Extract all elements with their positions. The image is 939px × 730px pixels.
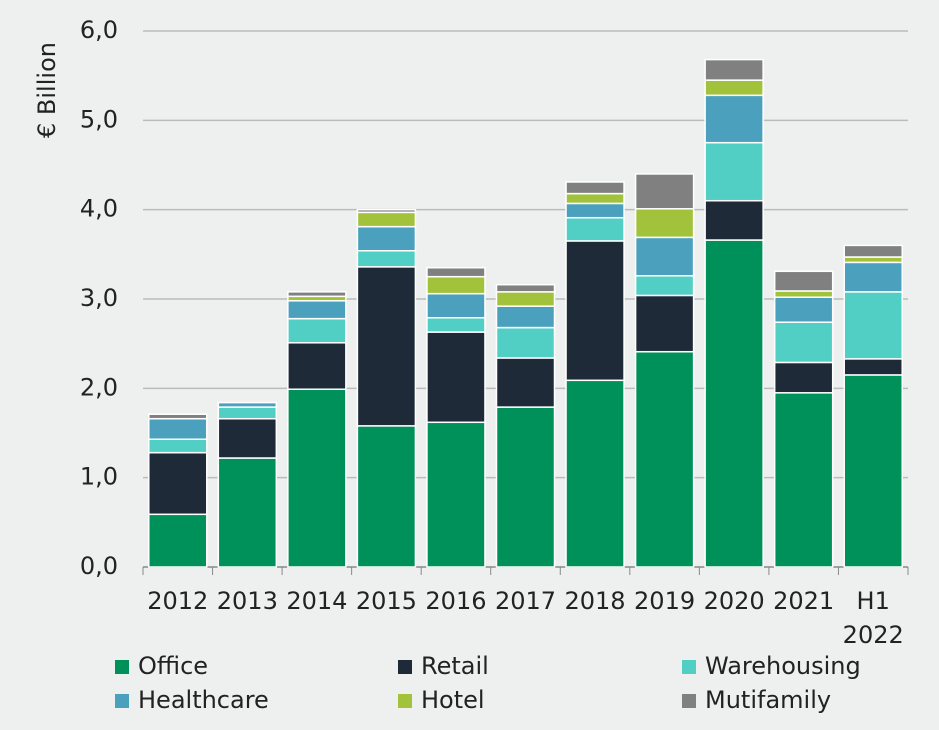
y-tick-label: 1,0 <box>80 463 118 491</box>
bar-segment <box>634 350 695 568</box>
y-axis-label: € Billion <box>33 42 61 138</box>
bar-segment <box>565 202 625 219</box>
bar-segment <box>634 236 695 277</box>
bar-segment <box>287 317 347 344</box>
y-tick-label: 5,0 <box>80 105 118 133</box>
bar-segment <box>426 275 486 295</box>
bar-segment <box>356 425 417 568</box>
legend-label: Warehousing <box>705 652 861 680</box>
bar-segment <box>148 413 208 420</box>
y-tick-label: 0,0 <box>80 552 118 580</box>
bar-segment <box>148 451 208 516</box>
legend-label: Retail <box>421 652 489 680</box>
bar-segment <box>634 294 695 353</box>
x-tick-label: 2020 <box>703 587 765 615</box>
bar-segment <box>773 290 834 298</box>
bar-segment <box>843 261 903 293</box>
legend-label: Office <box>138 652 208 680</box>
bar-segment <box>704 199 764 241</box>
bar-segment <box>704 239 764 568</box>
bar-segment <box>495 406 556 568</box>
bar-segment <box>773 296 834 323</box>
bar-segment <box>565 379 625 568</box>
x-tick-label: 2017 <box>494 587 557 615</box>
bar-segment <box>287 388 347 568</box>
bar-segment <box>843 256 903 264</box>
legend-swatch <box>398 660 412 674</box>
legend-label: Hotel <box>421 686 485 714</box>
x-tick-label: 2012 <box>147 587 209 615</box>
bar-segment <box>704 79 764 97</box>
bar-segment <box>843 244 903 258</box>
bar-segment <box>217 401 278 408</box>
bar-segment <box>704 141 764 202</box>
bar-segment <box>426 331 486 424</box>
bar-segment <box>426 292 486 319</box>
bar-segment <box>356 250 417 268</box>
bar-segment <box>217 406 278 420</box>
bar-segment <box>287 291 347 298</box>
bar-segment <box>217 457 278 568</box>
bar-segment <box>495 305 556 329</box>
bar-segment <box>773 361 834 394</box>
bar-segment <box>287 342 347 390</box>
bar-segment <box>356 208 417 214</box>
bar-segment <box>773 392 834 568</box>
x-tick-label: 2015 <box>355 587 417 615</box>
bar-segment <box>148 417 208 441</box>
bar-segment <box>426 317 486 333</box>
y-tick-label: 2,0 <box>80 373 118 401</box>
bar-segment <box>148 513 208 568</box>
bar-segment <box>634 208 695 239</box>
bar-segment <box>773 270 834 292</box>
bar-segment <box>287 300 347 320</box>
bar-segment <box>634 173 695 210</box>
y-tick-label: 3,0 <box>80 284 118 312</box>
legend-swatch <box>115 694 129 708</box>
bar-segment <box>356 211 417 228</box>
x-tick-label: 2019 <box>634 587 696 615</box>
x-tick-label: 2013 <box>216 587 278 615</box>
legend-swatch <box>115 660 129 674</box>
bar-segment <box>217 417 278 459</box>
x-tick-label: H1 2022 <box>842 587 904 649</box>
x-tick-label: 2016 <box>425 587 487 615</box>
bar-segment <box>565 216 625 242</box>
legend-swatch <box>682 660 696 674</box>
legend-swatch <box>398 694 412 708</box>
bar-segment <box>356 225 417 252</box>
x-tick-label: 2014 <box>286 587 348 615</box>
bar-segment <box>565 181 625 195</box>
legend-swatch <box>682 694 696 708</box>
y-tick-label: 4,0 <box>80 195 118 223</box>
bar-segment <box>426 266 486 278</box>
legend-label: Healthcare <box>138 686 269 714</box>
bar-segment <box>495 283 556 293</box>
bar-segment <box>565 192 625 205</box>
bar-segment <box>843 291 903 360</box>
bar-segment <box>495 357 556 408</box>
bar-segment <box>148 438 208 454</box>
y-tick-label: 6,0 <box>80 16 118 44</box>
legend-label: Mutifamily <box>705 686 831 714</box>
x-tick-label: 2021 <box>773 587 835 615</box>
bar-segment <box>704 58 764 81</box>
bar-segment <box>843 374 903 568</box>
bar-segment <box>495 326 556 359</box>
bar-segment <box>634 275 695 297</box>
bar-segment <box>565 240 625 382</box>
bar-segment <box>773 321 834 364</box>
x-tick-label: 2018 <box>564 587 626 615</box>
bar-segment <box>843 358 903 376</box>
bar-segment <box>704 94 764 144</box>
bar-segment <box>495 291 556 307</box>
bar-segment <box>426 421 486 568</box>
bar-segment <box>356 266 417 427</box>
